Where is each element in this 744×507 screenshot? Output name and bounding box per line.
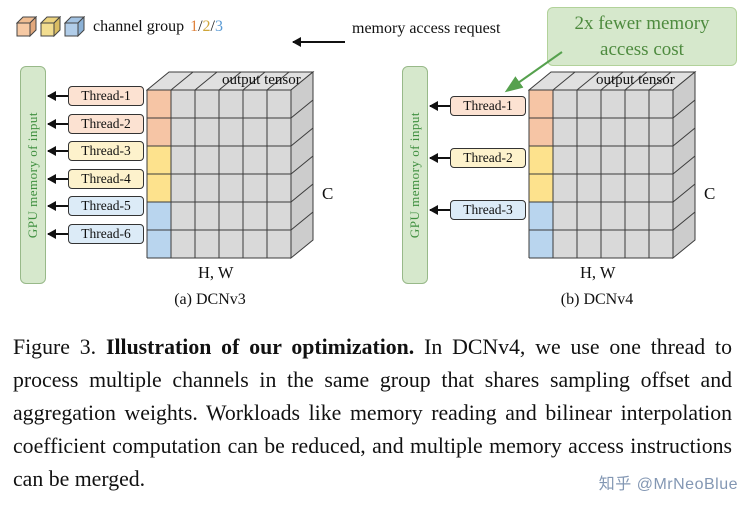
thread-row: Thread-5 [47, 196, 144, 216]
memory-access-request-label: memory access request [352, 20, 501, 37]
legend-group-numbers: 1/2/3 [190, 18, 223, 36]
thread-label: Thread-1 [450, 96, 526, 116]
gpu-memory-label-b: GPU memory of input [407, 111, 422, 239]
channel-axis-label-a: C [322, 184, 334, 203]
thread-label: Thread-1 [68, 86, 144, 106]
thread-label: Thread-3 [68, 141, 144, 161]
thread-row: Thread-3 [429, 200, 526, 220]
thread-row: Thread-2 [429, 148, 526, 168]
group-number-2: 2 [202, 17, 211, 35]
group-number-3: 3 [214, 17, 223, 35]
thread-row: Thread-3 [47, 141, 144, 161]
gpu-memory-label-a: GPU memory of input [25, 111, 40, 239]
hw-axis-label-a: H, W [198, 263, 234, 282]
green-pointer-arrow-icon [504, 51, 563, 93]
cube-icon-group-1 [16, 16, 37, 37]
figure-caption-prefix: Figure 3. [13, 335, 97, 359]
left-arrow-icon [429, 205, 450, 215]
output-tensor-graphic-b [528, 71, 697, 260]
figure-caption: Figure 3. Illustration of our optimizati… [13, 331, 732, 496]
output-tensor-label-b: output tensor [596, 72, 675, 88]
left-arrow-icon [47, 201, 68, 211]
gpu-memory-box-b: GPU memory of input [402, 66, 428, 284]
left-arrow-icon [429, 153, 450, 163]
thread-row: Thread-1 [47, 86, 144, 106]
cube-icon-group-3 [64, 16, 85, 37]
cube-icon-group-2 [40, 16, 61, 37]
slash: / [210, 17, 215, 35]
slash: / [198, 17, 203, 35]
group-number-1: 1 [190, 17, 199, 35]
left-arrow-icon [47, 146, 68, 156]
left-arrow-icon [292, 37, 345, 47]
channel-group-legend: channel group 1/2/3 [16, 16, 223, 37]
thread-row: Thread-4 [47, 169, 144, 189]
left-arrow-icon [47, 229, 68, 239]
output-tensor-label-a: output tensor [222, 72, 301, 88]
thread-label: Thread-2 [68, 114, 144, 134]
figure-caption-body: In DCNv4, we use one thread to process m… [13, 335, 732, 491]
figure-caption-bold: Illustration of our optimization. [105, 335, 415, 359]
callout-line-1: 2x fewer memory [574, 12, 710, 34]
left-arrow-icon [47, 91, 68, 101]
legend-label: channel group [93, 17, 185, 35]
left-arrow-icon [429, 101, 450, 111]
fewer-memory-callout: 2x fewer memory access cost [547, 7, 737, 66]
thread-row: Thread-6 [47, 224, 144, 244]
thread-label: Thread-2 [450, 148, 526, 168]
hw-axis-label-b: H, W [580, 263, 616, 282]
channel-axis-label-b: C [704, 184, 716, 203]
thread-label: Thread-4 [68, 169, 144, 189]
thread-row: Thread-2 [47, 114, 144, 134]
panel-caption-b: (b) DCNv4 [560, 291, 634, 308]
thread-label: Thread-3 [450, 200, 526, 220]
thread-label: Thread-6 [68, 224, 144, 244]
left-arrow-icon [47, 174, 68, 184]
watermark: 知乎 @MrNeoBlue [598, 476, 738, 493]
gpu-memory-box-a: GPU memory of input [20, 66, 46, 284]
panel-caption-a: (a) DCNv3 [174, 291, 246, 308]
left-arrow-icon [47, 119, 68, 129]
output-tensor-graphic-a [146, 71, 315, 260]
thread-row: Thread-1 [429, 96, 526, 116]
callout-line-2: access cost [600, 38, 684, 60]
thread-label: Thread-5 [68, 196, 144, 216]
